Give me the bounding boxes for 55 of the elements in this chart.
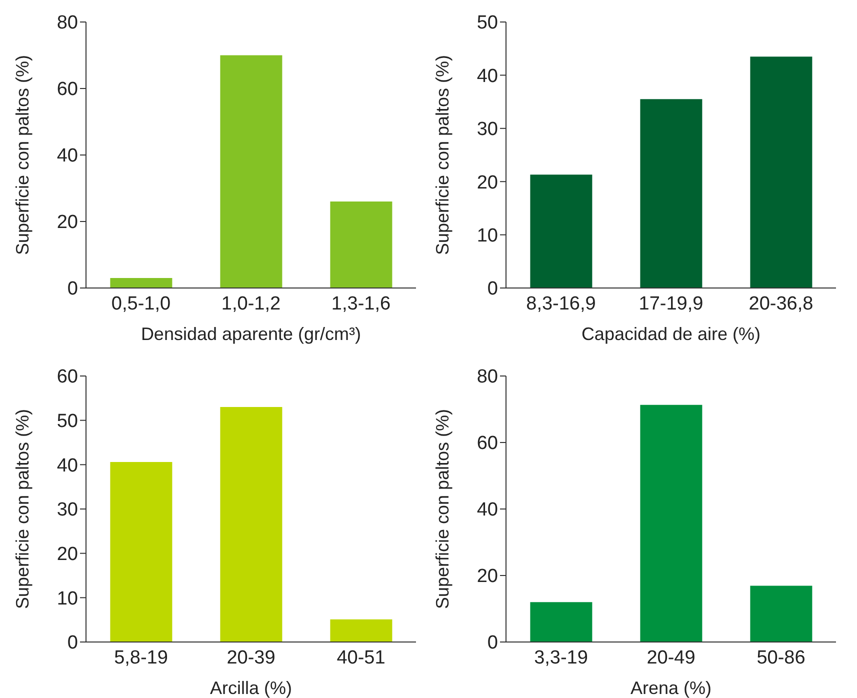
x-axis-title: Capacidad de aire (%) [581, 324, 761, 344]
y-tick-label: 40 [476, 66, 498, 87]
y-tick-label: 20 [56, 212, 78, 234]
x-tick-label: 20-49 [646, 647, 696, 668]
y-tick-label: 50 [476, 12, 498, 34]
x-tick-label: 20-39 [226, 647, 276, 668]
y-tick-label: 80 [476, 366, 498, 388]
x-tick-label: 8,3-16,9 [526, 293, 596, 314]
y-tick-label: 0 [67, 632, 78, 654]
bar [330, 619, 392, 642]
y-tick-label: 40 [56, 146, 78, 167]
y-tick-label: 40 [476, 500, 498, 521]
y-tick-label: 30 [56, 500, 78, 521]
y-tick-label: 10 [476, 226, 498, 247]
y-axis-title: Superficie con paltos (%) [432, 408, 452, 610]
bar [110, 462, 172, 642]
bar [530, 174, 592, 288]
x-tick-label: 17-19,9 [638, 293, 704, 314]
y-tick-label: 80 [56, 12, 78, 34]
y-tick-label: 40 [56, 455, 78, 476]
y-tick-label: 0 [67, 278, 78, 300]
y-tick-label: 60 [56, 366, 78, 388]
x-tick-label: 20-36,8 [748, 293, 814, 314]
bar [640, 99, 702, 288]
y-tick-label: 50 [56, 411, 78, 432]
y-tick-label: 0 [487, 632, 498, 654]
y-tick-label: 60 [56, 79, 78, 100]
bar [220, 55, 282, 288]
y-tick-label: 10 [56, 588, 78, 610]
y-axis-title: Superficie con paltos (%) [12, 408, 32, 610]
y-tick-label: 60 [476, 433, 498, 454]
bar [750, 56, 812, 288]
x-tick-label: 0,5-1,0 [111, 293, 171, 314]
y-tick-label: 30 [476, 119, 498, 140]
x-tick-label: 5,8-19 [114, 647, 168, 668]
x-axis-title: Arena (%) [630, 678, 712, 698]
bar [220, 407, 282, 642]
x-tick-label: 3,3-19 [534, 647, 588, 668]
x-axis-title: Arcilla (%) [210, 678, 292, 698]
y-tick-label: 20 [56, 544, 78, 566]
bar [530, 602, 592, 642]
x-tick-label: 1,0-1,2 [221, 293, 281, 314]
bar [750, 586, 812, 642]
y-axis-title: Superficie con paltos (%) [432, 54, 452, 256]
x-tick-label: 1,3-1,6 [331, 293, 391, 314]
bar [640, 404, 702, 642]
y-axis-title: Superficie con paltos (%) [12, 54, 32, 256]
x-tick-label: 40-51 [336, 647, 386, 668]
y-tick-label: 0 [487, 278, 498, 300]
y-tick-label: 20 [476, 172, 498, 194]
bar [330, 202, 392, 288]
y-tick-label: 20 [476, 566, 498, 588]
bar [110, 278, 172, 288]
x-axis-title: Densidad aparente (gr/cm³) [140, 324, 362, 344]
x-tick-label: 50-86 [756, 647, 806, 668]
